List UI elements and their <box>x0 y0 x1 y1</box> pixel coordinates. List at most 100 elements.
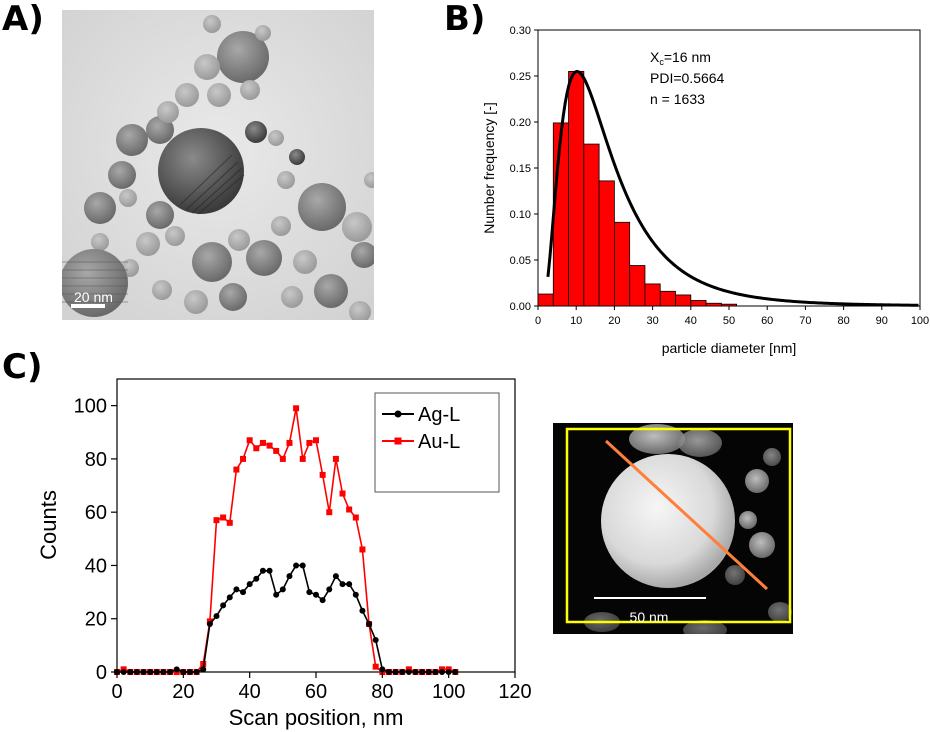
data-point <box>213 613 220 620</box>
linescan-y-tick-label: 100 <box>74 396 107 418</box>
data-point <box>439 669 446 675</box>
legend-ag-marker <box>394 410 402 418</box>
hist-bar <box>583 143 600 307</box>
haadf-scan-line <box>604 439 769 591</box>
linescan-x-ticks: 0 20 40 60 80 100 120 <box>111 672 532 703</box>
hist-annotation-xc-main: X <box>650 49 660 65</box>
data-point <box>253 575 260 582</box>
data-point <box>412 669 419 675</box>
data-point <box>233 586 240 593</box>
data-point <box>226 594 233 601</box>
hist-y-tick-label: 0.00 <box>510 301 531 313</box>
data-point <box>233 466 240 473</box>
hist-y-tick-label: 0.05 <box>510 255 531 267</box>
linescan-y-tick-label: 20 <box>85 609 107 631</box>
data-point <box>346 506 353 513</box>
linescan-y-tick-label: 80 <box>85 449 107 471</box>
hist-bar <box>629 265 646 307</box>
data-point <box>293 562 300 569</box>
data-point <box>346 581 353 588</box>
hist-bar <box>659 290 676 307</box>
hist-x-tick-label: 10 <box>570 315 582 327</box>
data-point <box>293 405 300 412</box>
linescan-y-tick-label: 60 <box>85 502 107 524</box>
data-point <box>313 437 319 444</box>
linescan-y-axis-label: Counts <box>36 490 61 560</box>
histogram-chart: 0 10 20 30 40 50 60 70 80 90 100 0.000.050.100.150… <box>481 25 929 356</box>
linescan-chart: 0 20 40 60 80 100 120 0 20 40 60 80 100 Scan positi… <box>36 378 532 730</box>
hist-x-tick-label: 90 <box>876 315 888 327</box>
data-point <box>173 666 180 673</box>
hist-bar <box>614 221 631 307</box>
linescan-legend: Ag-L Au-L <box>374 392 500 493</box>
data-point <box>286 439 293 446</box>
data-point <box>326 509 333 516</box>
hist-x-tick-label: 0 <box>535 315 541 327</box>
legend-ag-label: Ag-L <box>418 404 460 426</box>
linescan-x-tick-label: 20 <box>172 681 194 703</box>
data-point <box>385 669 392 675</box>
hist-x-tick-label: 20 <box>608 315 620 327</box>
data-point <box>359 546 366 553</box>
data-point <box>359 607 366 614</box>
hist-y-tick-label: 0.15 <box>510 163 531 175</box>
data-point <box>147 669 154 675</box>
hist-annotation-xc: Xc=16 nm <box>650 49 711 67</box>
data-point <box>206 621 213 628</box>
data-point <box>246 581 253 588</box>
hist-y-tick-label: 0.20 <box>510 117 531 129</box>
linescan-y-tick-label: 40 <box>85 555 107 577</box>
data-point <box>140 669 147 675</box>
hist-x-tick-label: 70 <box>799 315 811 327</box>
hist-y-axis-label: Number frequency [-] <box>481 102 497 234</box>
panel-label-a: A) <box>2 0 44 39</box>
data-point <box>319 471 326 478</box>
hist-bar <box>598 180 615 307</box>
hist-bar <box>644 283 661 307</box>
hist-bar <box>675 294 692 307</box>
hist-fit-curve <box>546 69 919 307</box>
hist-annotation-xc-sub: c <box>659 57 664 67</box>
legend-au-marker <box>394 437 402 445</box>
series-ag-l <box>114 562 459 675</box>
linescan-x-tick-label: 80 <box>371 681 393 703</box>
hist-y-tick-label: 0.10 <box>510 209 531 221</box>
hist-x-tick-label: 100 <box>911 315 929 327</box>
data-point <box>153 669 160 675</box>
data-point <box>339 490 346 497</box>
hist-y-ticks: 0.00 0.05 0.10 0.15 0.20 0.25 0.30 <box>510 25 538 313</box>
panel-label-b: B) <box>444 0 486 39</box>
data-point <box>306 589 313 596</box>
data-point <box>432 669 439 675</box>
data-point <box>372 663 379 670</box>
hist-bar <box>537 293 554 307</box>
data-point <box>339 581 346 588</box>
data-point <box>240 589 247 596</box>
linescan-y-ticks: 0 20 40 60 80 100 <box>74 396 117 684</box>
hist-x-tick-label: 80 <box>837 315 849 327</box>
tem-particle-cluster <box>62 15 374 320</box>
series-line <box>117 564 456 673</box>
hist-x-tick-label: 30 <box>646 315 658 327</box>
data-point <box>193 669 200 675</box>
data-point <box>332 573 339 580</box>
data-point <box>133 669 140 675</box>
data-point <box>372 637 379 644</box>
data-point <box>200 666 207 673</box>
data-point <box>452 669 459 675</box>
data-point <box>220 514 227 521</box>
panel-label-c: C) <box>2 347 43 387</box>
hist-annotation-n: n = 1633 <box>650 91 705 107</box>
hist-x-tick-label: 50 <box>723 315 735 327</box>
linescan-series <box>114 405 459 675</box>
data-point <box>352 514 359 521</box>
hist-bar <box>705 302 722 307</box>
data-point <box>273 447 280 454</box>
data-point <box>127 669 134 675</box>
hist-y-tick-label: 0.25 <box>510 71 531 83</box>
data-point <box>259 567 266 574</box>
hist-y-tick-label: 0.30 <box>510 25 531 37</box>
hist-annotation-pdi: PDI=0.5664 <box>650 70 725 86</box>
data-point <box>299 562 306 569</box>
